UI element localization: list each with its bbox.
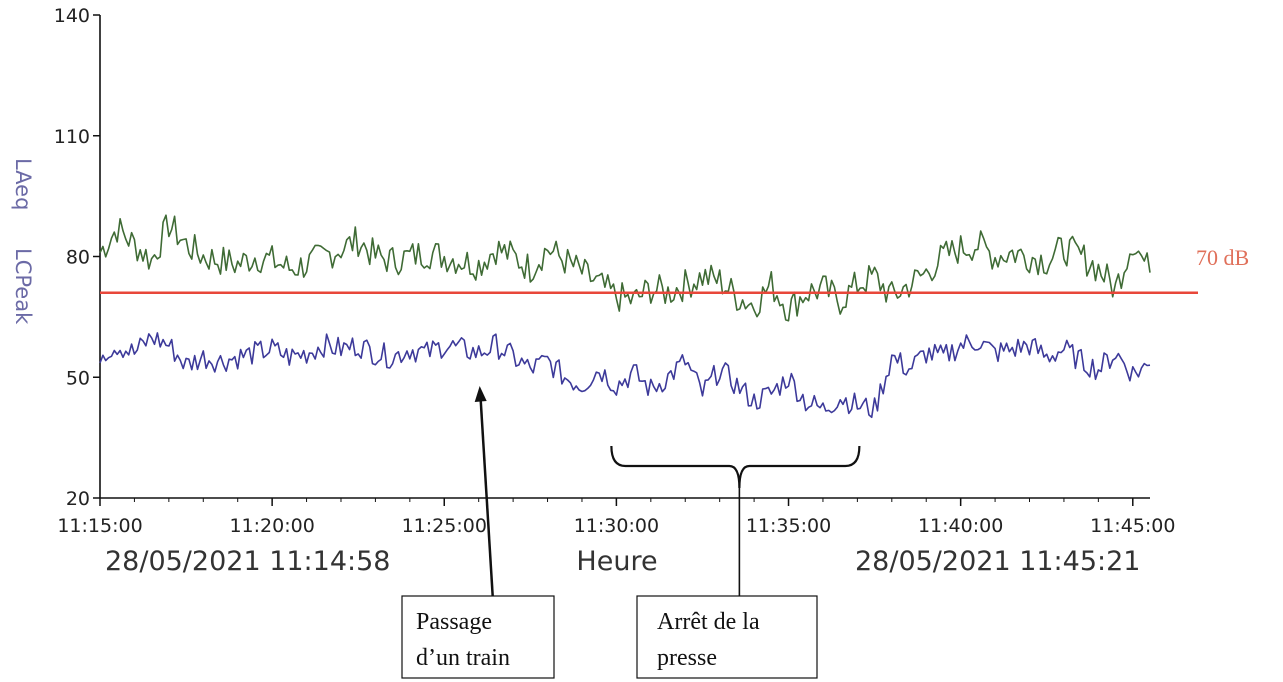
x-tick-label: 11:35:00 [746, 515, 831, 537]
press-annotation-line-2: presse [657, 645, 717, 671]
start-timestamp: 28/05/2021 11:14:58 [105, 546, 390, 577]
train-annotation-line-1: Passage [416, 609, 492, 635]
y-tick-label: 20 [66, 488, 90, 510]
press-annotation-box [636, 595, 818, 679]
series-group [99, 214, 1151, 419]
annotation-press: Arrêt de la presse [610, 445, 861, 679]
train-annotation-line-2: d’un train [416, 645, 510, 671]
ylabel-lcpeak: LCPeak [11, 248, 35, 325]
end-timestamp: 28/05/2021 11:45:21 [855, 546, 1140, 577]
x-tick-label: 11:25:00 [402, 515, 487, 537]
train-arrow [479, 399, 494, 597]
annotation-train: Passage d’un train [401, 386, 555, 679]
x-tick-label: 11:45:00 [1090, 515, 1175, 537]
axes [99, 15, 1150, 499]
series-line-laeq [99, 332, 1151, 419]
y-tick-label: 80 [66, 247, 90, 269]
train-arrow-head [474, 386, 487, 402]
x-tick-label: 11:30:00 [574, 515, 659, 537]
y-ticks: 20 50 80 110 140 [54, 5, 100, 510]
press-annotation-line-1: Arrêt de la [657, 609, 760, 635]
y-tick-label: 50 [66, 367, 90, 389]
ylabel-laeq: LAeq [11, 158, 35, 210]
y-tick-label: 140 [54, 5, 90, 27]
x-tick-label: 11:20:00 [229, 515, 314, 537]
y-tick-label: 110 [54, 126, 90, 148]
y-axis-labels: LAeq LCPeak [11, 158, 35, 325]
x-tick-label: 11:15:00 [57, 515, 142, 537]
reference-line-label: 70 dB [1196, 245, 1249, 270]
x-tick-label: 11:40:00 [918, 515, 1003, 537]
press-stop-bracket [610, 445, 861, 489]
series-line-lcpeak [99, 214, 1151, 322]
train-annotation-box [401, 595, 555, 679]
x-ticks: 11:15:00 11:20:00 11:25:00 11:30:00 11:35:00… [57, 498, 1175, 537]
x-axis-title: Heure [576, 546, 657, 577]
